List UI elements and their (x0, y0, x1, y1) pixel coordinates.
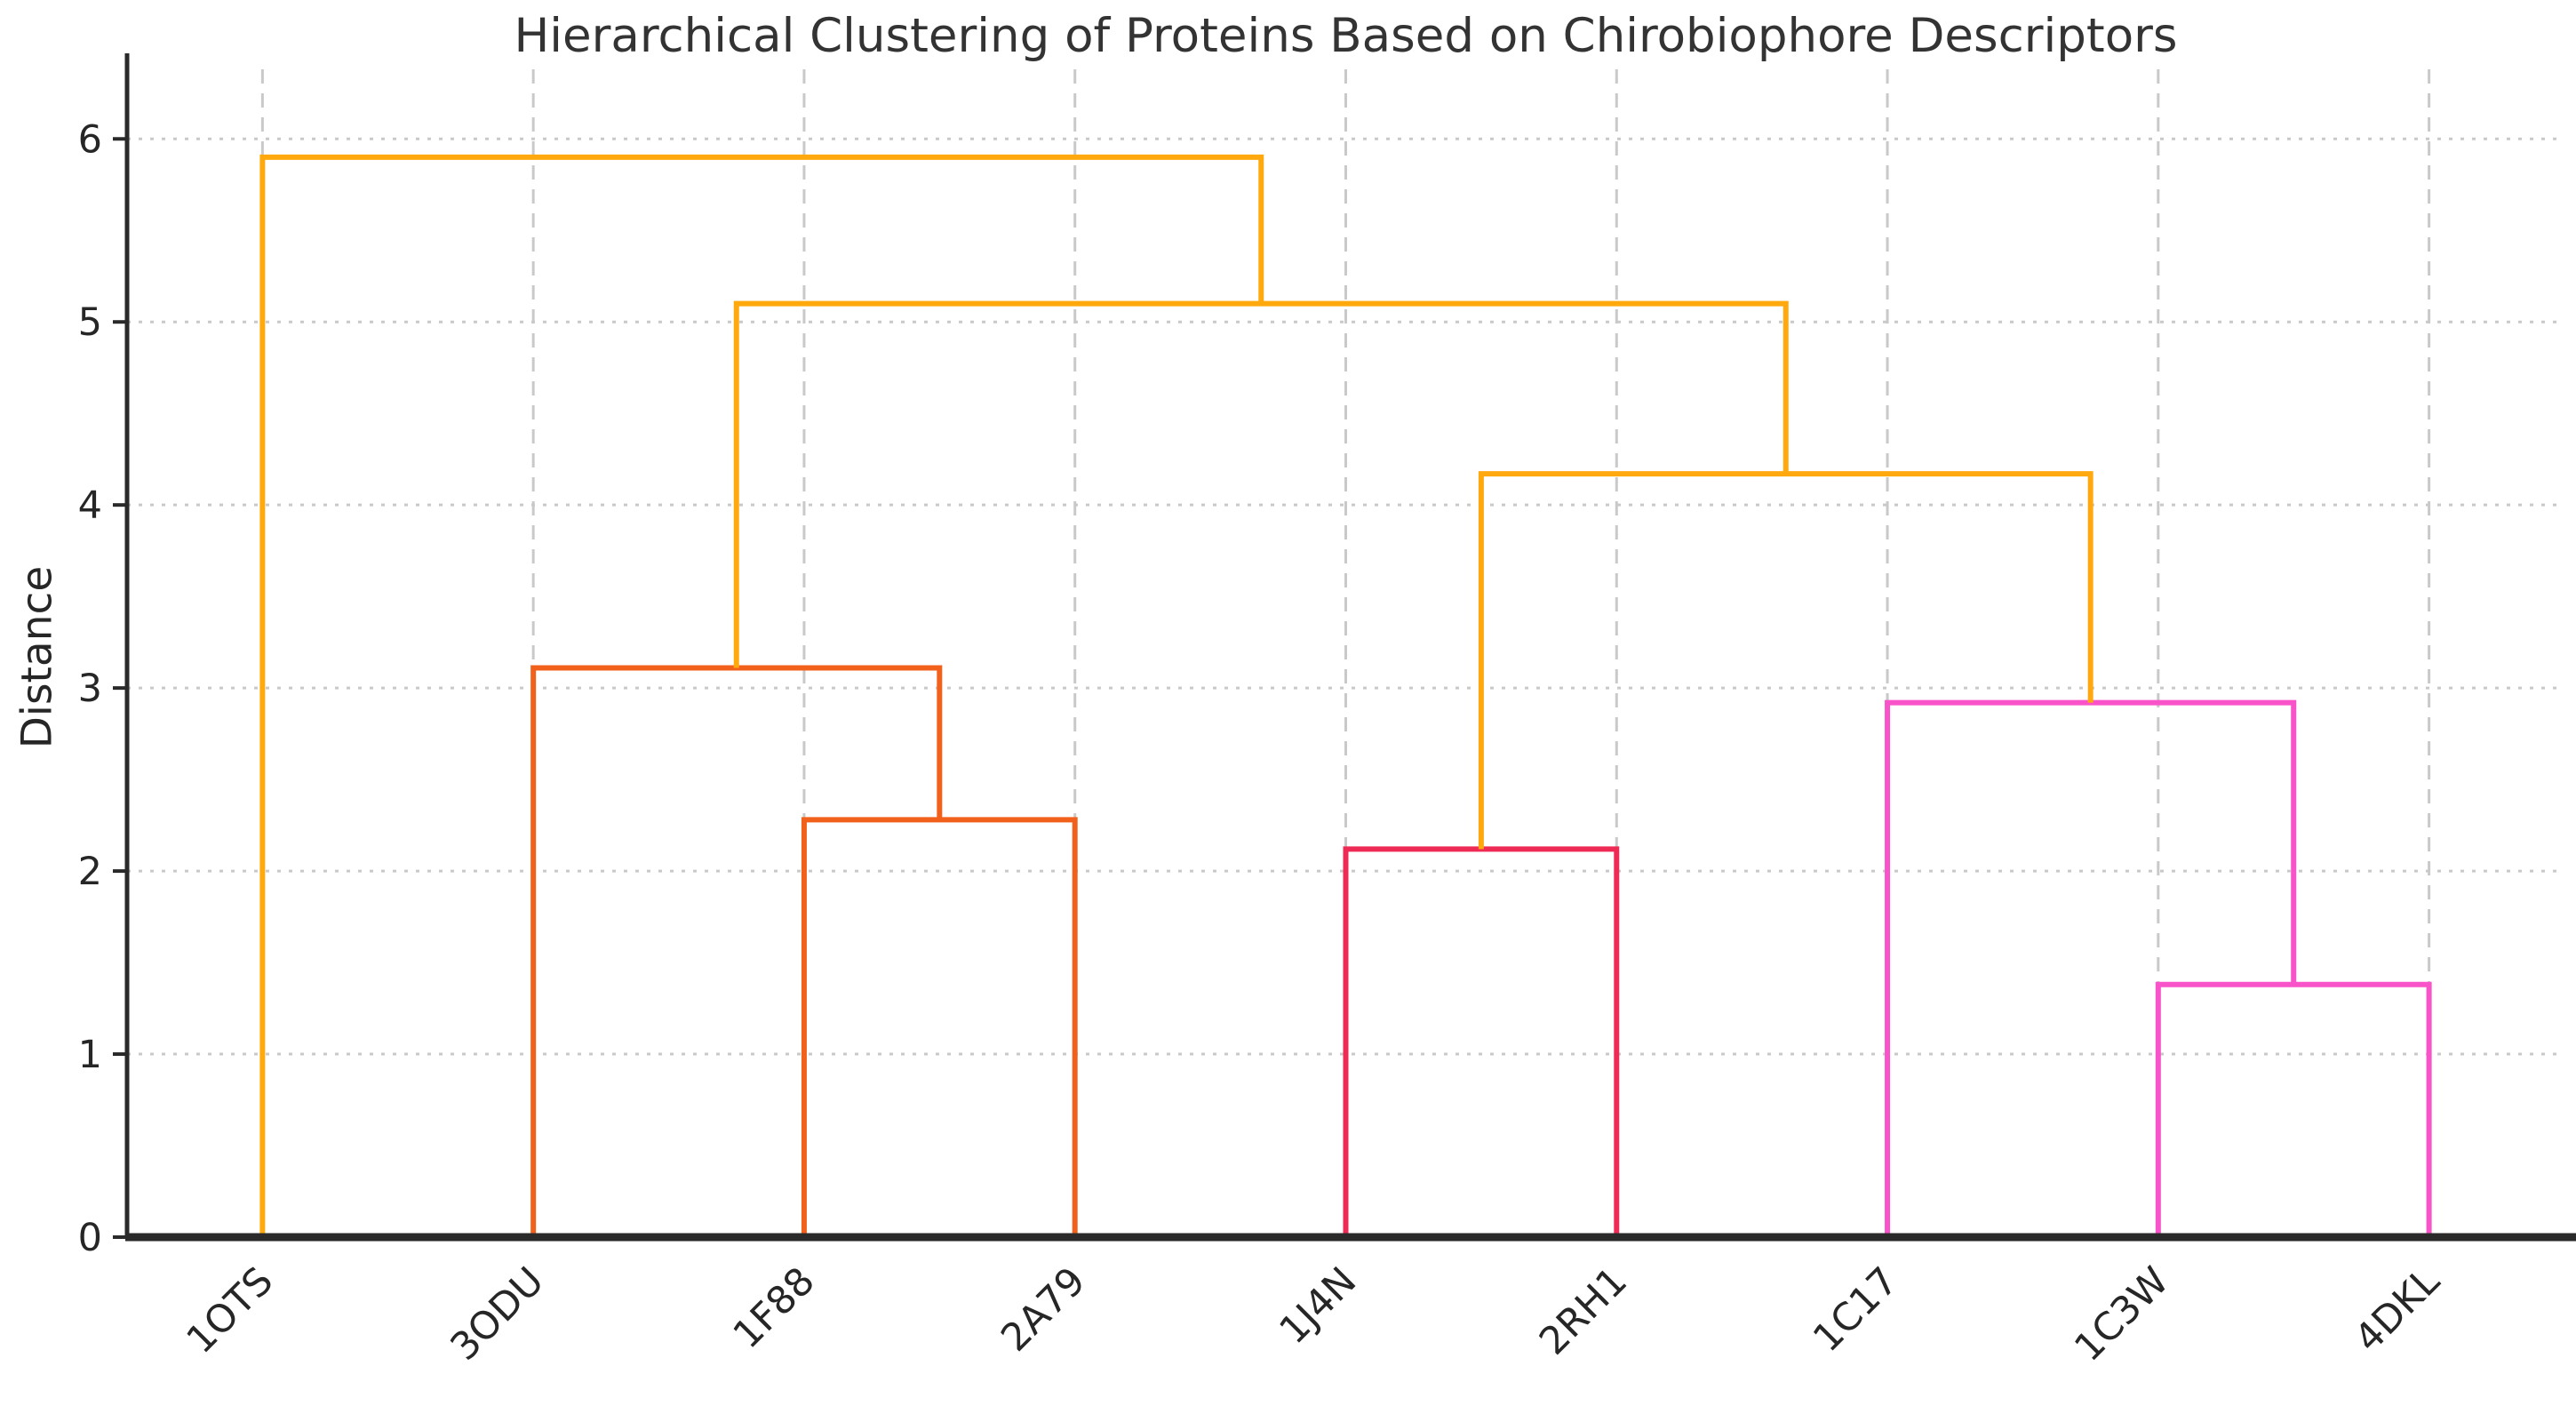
x-leaf-label: 1C17 (1805, 1258, 1907, 1361)
x-leaf-label: 2RH1 (1531, 1258, 1636, 1363)
dendrogram-link (530, 665, 943, 1237)
x-leaf-label: 2A79 (993, 1258, 1094, 1360)
y-tick-label: 4 (78, 483, 102, 528)
dendrogram-link (1343, 846, 1620, 1237)
x-leaf-label: 1J4N (1272, 1258, 1366, 1353)
x-leaf-label: 1OTS (179, 1258, 283, 1362)
axes-layer (113, 53, 2576, 1242)
dendrogram-link (259, 154, 1264, 1237)
y-tick-label: 5 (78, 300, 102, 345)
y-tick-label: 3 (78, 667, 102, 711)
dendrogram-link (1885, 699, 2297, 1237)
dendrogram-link (801, 817, 1078, 1237)
y-tick-label: 6 (78, 117, 102, 162)
dendrogram-link (733, 300, 1789, 668)
x-leaf-label: 3ODU (443, 1258, 553, 1369)
x-leaf-label: 1F88 (725, 1258, 824, 1357)
y-tick-label: 1 (78, 1033, 102, 1077)
dendrogram-link (2155, 981, 2432, 1237)
chart-title: Hierarchical Clustering of Proteins Base… (514, 9, 2178, 63)
x-leaf-label: 1C3W (2066, 1258, 2177, 1370)
y-tick-label: 2 (78, 850, 102, 894)
y-tick-label: 0 (78, 1216, 102, 1260)
dendrogram-links-layer (259, 154, 2432, 1237)
x-leaf-label: 4DKL (2346, 1258, 2448, 1361)
dendrogram-link (1478, 471, 2093, 850)
